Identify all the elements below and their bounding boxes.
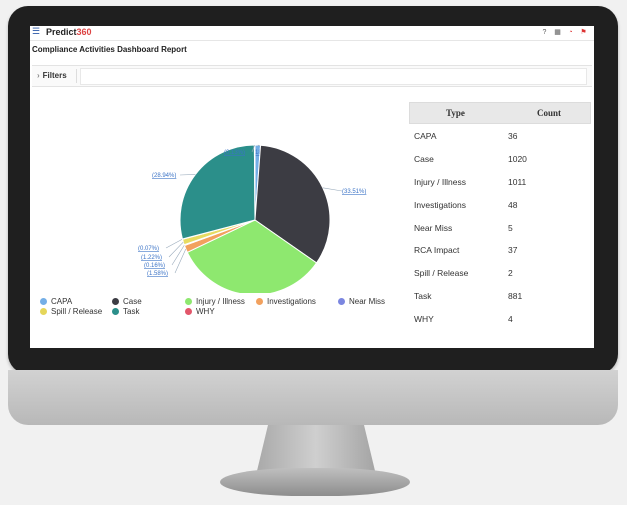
table-row[interactable]: CAPA 36 <box>409 124 591 147</box>
column-header-type[interactable]: Type <box>446 108 465 118</box>
legend-swatch <box>256 298 263 305</box>
legend-label: Near Miss <box>349 297 386 306</box>
leader-line <box>168 241 184 258</box>
monitor-chin <box>8 370 618 425</box>
legend-swatch <box>40 298 47 305</box>
data-label: (1.58%) <box>147 271 168 277</box>
legend-label: Spill / Release <box>51 307 103 316</box>
pie-slice-task[interactable] <box>179 144 256 240</box>
page-title: Compliance Activities Dashboard Report <box>32 45 187 54</box>
legend-item-injury-illness[interactable]: Injury / Illness <box>185 297 245 307</box>
legend-item-investigations[interactable]: Investigations <box>256 297 316 307</box>
notification-icon[interactable]: ◔ <box>568 29 573 36</box>
pie-slice-injury-illness[interactable] <box>186 219 318 293</box>
filters-input[interactable] <box>80 68 587 85</box>
chevron-right-icon: › <box>37 71 40 80</box>
legend-label: Case <box>123 297 142 306</box>
summary-table: Type Count CAPA 36 Case 1020 Injury / Illnes… <box>409 102 591 330</box>
legend-swatch <box>185 308 192 315</box>
cell-count: 1020 <box>508 153 527 164</box>
leader-line <box>171 244 185 266</box>
cell-count: 4 <box>508 314 513 325</box>
table-row[interactable]: Task 881 <box>409 284 591 307</box>
data-label: (0.16%) <box>144 263 165 269</box>
top-bar: ☰ Predict360 ? ▦ ◔ ⚑ <box>30 26 594 41</box>
leader-line <box>179 174 196 176</box>
cell-count: 5 <box>508 222 513 233</box>
table-row[interactable]: Spill / Release 2 <box>409 261 591 284</box>
leader-line <box>322 187 343 192</box>
filters-label: Filters <box>42 71 67 80</box>
filters-button[interactable]: › Filters <box>34 69 77 83</box>
legend-item-why[interactable]: WHY <box>185 307 215 317</box>
legend-item-capa[interactable]: CAPA <box>40 297 72 307</box>
legend-label: Investigations <box>267 297 316 306</box>
data-label: (0.13%) <box>224 150 245 156</box>
cell-type: WHY <box>414 314 434 325</box>
leader-line <box>165 238 183 249</box>
legend-item-spill-release[interactable]: Spill / Release <box>40 307 102 317</box>
table-row[interactable]: Near Miss 5 <box>409 216 591 239</box>
cell-count: 48 <box>508 199 518 210</box>
table-row[interactable]: RCA Impact 37 <box>409 238 591 261</box>
legend-item-task[interactable]: Task <box>112 307 139 317</box>
legend-swatch <box>112 298 119 305</box>
pie-chart: (1.18%)(33.51%)(33.21%)(1.58%)(0.16%)(1.… <box>30 88 400 348</box>
cell-count: 881 <box>508 291 523 302</box>
legend-label: WHY <box>196 307 215 316</box>
hamburger-menu-icon[interactable]: ☰ <box>32 26 41 36</box>
table-row[interactable]: WHY 4 <box>409 307 591 330</box>
cell-type: CAPA <box>414 131 437 141</box>
leader-line <box>174 248 187 274</box>
pie-slice-case[interactable] <box>254 144 331 264</box>
cell-count: 37 <box>508 245 518 256</box>
data-label: (33.51%) <box>342 189 366 195</box>
leader-line <box>251 144 255 153</box>
column-header-count[interactable]: Count <box>537 108 562 118</box>
data-label: (28.94%) <box>152 173 176 179</box>
cell-type: Task <box>414 291 432 302</box>
pie-slice-why[interactable] <box>253 144 256 221</box>
legend-swatch <box>338 298 345 305</box>
legend-item-case[interactable]: Case <box>112 297 142 307</box>
pie-chart-svg: (1.18%)(33.51%)(33.21%)(1.58%)(0.16%)(1.… <box>138 144 366 293</box>
data-label: (1.22%) <box>141 255 162 261</box>
legend-label: Injury / Illness <box>196 297 245 306</box>
table-row[interactable]: Case 1020 <box>409 147 591 170</box>
data-label: (1.18%) <box>248 150 269 156</box>
table-row[interactable]: Investigations 48 <box>409 193 591 216</box>
legend-swatch <box>40 308 47 315</box>
legend-swatch <box>185 298 192 305</box>
user-icon[interactable]: ⚑ <box>580 29 587 36</box>
screen: ☰ Predict360 ? ▦ ◔ ⚑ Compliance Activiti… <box>30 26 594 348</box>
cell-type: RCA Impact <box>414 245 460 256</box>
cell-type: Investigations <box>414 199 466 210</box>
legend-label: CAPA <box>51 297 73 306</box>
legend-label: Task <box>123 307 140 316</box>
table-header: Type Count <box>409 102 591 124</box>
help-icon[interactable]: ? <box>542 29 547 36</box>
monitor-stand-base <box>220 468 410 496</box>
legend-swatch <box>112 308 119 315</box>
cell-type: Spill / Release <box>414 268 469 279</box>
filters-bar: › Filters <box>32 65 592 87</box>
table-body: CAPA 36 Case 1020 Injury / Illness 1011 Invest… <box>409 124 591 330</box>
cell-count: 1011 <box>508 176 527 187</box>
brand-accent: 360 <box>76 27 92 37</box>
cell-count: 2 <box>508 268 513 279</box>
cell-type: Injury / Illness <box>414 176 466 187</box>
calendar-icon[interactable]: ▦ <box>554 29 561 36</box>
legend-item-near-miss[interactable]: Near Miss <box>338 297 385 307</box>
monitor-stand-neck <box>256 425 376 475</box>
data-label: (0.07%) <box>138 246 159 252</box>
cell-type: Case <box>414 153 434 164</box>
brand-logo[interactable]: Predict360 <box>46 27 92 37</box>
cell-count: 36 <box>508 131 518 141</box>
cell-type: Near Miss <box>414 222 453 233</box>
table-row[interactable]: Injury / Illness 1011 <box>409 170 591 193</box>
